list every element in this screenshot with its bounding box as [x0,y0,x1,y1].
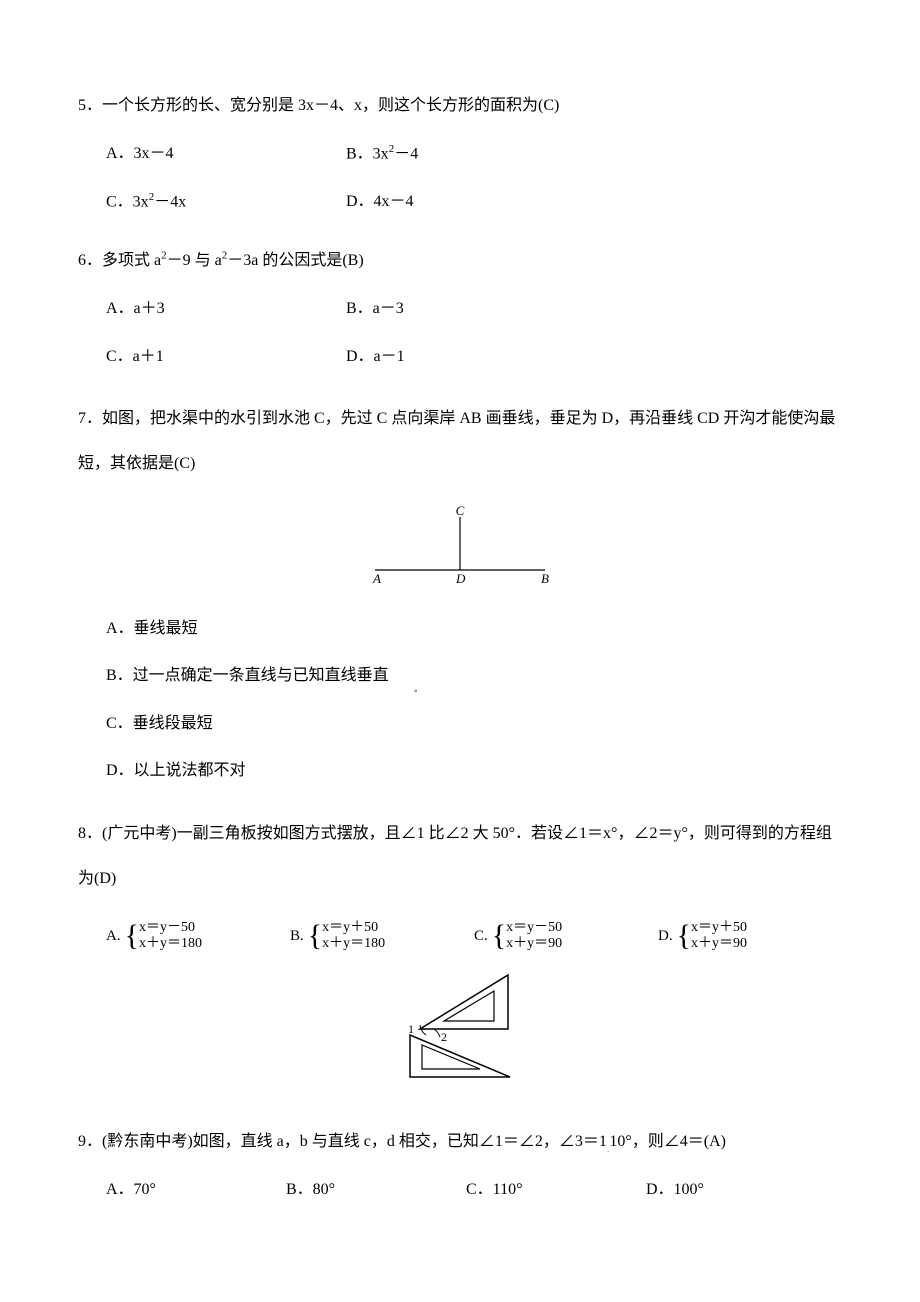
option-8a-line2: x＋y＝180 [139,936,202,953]
question-9-options: A．70° B．80° C．110° D．100° [78,1177,842,1203]
question-8: 8．(广元中考)一副三角板按如图方式摆放，且∠1 比∠2 大 50°．若设∠1＝… [78,812,842,1096]
option-7d: D．以上说法都不对 [106,758,842,784]
option-8c-prefix: C. [474,924,488,948]
option-6d: D．a－1 [346,344,842,370]
question-6-text: 6．多项式 a2－9 与 a2－3a 的公因式是(B) [78,243,842,278]
question-7-figure: C A D B [78,505,842,594]
option-9d: D．100° [646,1177,842,1203]
question-8-options: A. { x＝y－50 x＋y＝180 B. { x＝y＋50 x＋y＝180 … [78,920,842,954]
option-9b: B．80° [286,1177,466,1203]
svg-text:C: C [456,505,465,518]
option-6c: C．a＋1 [106,344,346,370]
watermark-icon: . [607,1139,610,1161]
option-8c-line1: x＝y－50 [506,920,562,937]
option-8b: B. { x＝y＋50 x＋y＝180 [290,920,474,954]
question-7-text: 7．如图，把水渠中的水引到水池 C，先过 C 点向渠岸 AB 画垂线，垂足为 D… [78,397,842,487]
question-7-options: A．垂线最短 B．过一点确定一条直线与已知直线垂直 ▪ C．垂线段最短 D．以上… [78,616,842,784]
question-7: 7．如图，把水渠中的水引到水池 C，先过 C 点向渠岸 AB 画垂线，垂足为 D… [78,397,842,784]
triangle-boards-diagram: 1 2 [380,967,540,1087]
option-5b: B．3x2－4 [346,141,842,167]
option-8d-prefix: D. [658,924,673,948]
option-8d-line2: x＋y＝90 [691,936,747,953]
watermark-icon: ▪ [414,684,418,700]
question-5: 5．一个长方形的长、宽分别是 3x－4、x，则这个长方形的面积为(C) A．3x… [78,88,842,215]
svg-text:D: D [455,571,466,585]
svg-text:A: A [372,571,381,585]
option-5a: A．3x－4 [106,141,346,167]
option-8b-prefix: B. [290,924,304,948]
option-9a: A．70° [106,1177,286,1203]
option-8b-line1: x＝y＋50 [322,920,385,937]
option-8c-line2: x＋y＝90 [506,936,562,953]
option-6a: A．a＋3 [106,296,346,322]
option-5d: D．4x－4 [346,189,842,215]
option-8a: A. { x＝y－50 x＋y＝180 [106,920,290,954]
perpendicular-diagram: C A D B [355,505,565,585]
question-5-text: 5．一个长方形的长、宽分别是 3x－4、x，则这个长方形的面积为(C) [78,88,842,123]
option-5c: C．3x2－4x [106,189,346,215]
option-8d-line1: x＝y＋50 [691,920,747,937]
option-7a: A．垂线最短 [106,616,842,642]
option-8c: C. { x＝y－50 x＋y＝90 [474,920,658,954]
svg-text:2: 2 [441,1030,447,1044]
svg-text:B: B [541,571,549,585]
option-8a-prefix: A. [106,924,121,948]
option-6b: B．a－3 [346,296,842,322]
option-8a-line1: x＝y－50 [139,920,202,937]
question-5-options: A．3x－4 B．3x2－4 C．3x2－4x D．4x－4 [78,141,842,215]
question-9: 9．(黔东南中考)如图，直线 a，b 与直线 c，d 相交，已知∠1＝∠2，∠3… [78,1124,842,1203]
question-8-figure: 1 2 [78,967,842,1096]
question-6: 6．多项式 a2－9 与 a2－3a 的公因式是(B) A．a＋3 B．a－3 … [78,243,842,369]
option-9c: C．110° [466,1177,646,1203]
svg-text:1: 1 [408,1022,414,1036]
question-8-text: 8．(广元中考)一副三角板按如图方式摆放，且∠1 比∠2 大 50°．若设∠1＝… [78,812,842,902]
question-9-text: 9．(黔东南中考)如图，直线 a，b 与直线 c，d 相交，已知∠1＝∠2，∠3… [78,1124,842,1159]
question-6-options: A．a＋3 B．a－3 C．a＋1 D．a－1 [78,296,842,369]
option-8b-line2: x＋y＝180 [322,936,385,953]
option-7c: C．垂线段最短 [106,711,842,737]
option-7b: B．过一点确定一条直线与已知直线垂直 [106,663,842,689]
option-8d: D. { x＝y＋50 x＋y＝90 [658,920,842,954]
